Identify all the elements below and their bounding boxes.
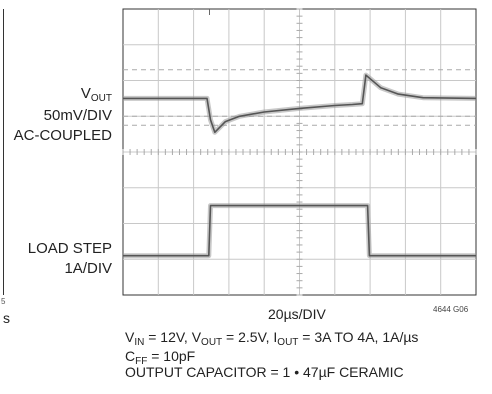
caption-part: = 10pF [147, 348, 196, 364]
grid [122, 8, 477, 296]
caption-part: = 12V, V [144, 329, 202, 345]
vout-coupling-label: AC-COUPLED [13, 127, 112, 144]
previous-caption-fragment: s [3, 310, 10, 326]
caption-part: C [125, 348, 136, 364]
time-scale-label: 20µs/DIV [268, 306, 326, 322]
reference-lines [123, 69, 476, 126]
caption-part: OUTPUT CAPACITOR = 1 • 47µF CERAMIC [125, 364, 404, 380]
caption-line-3: OUTPUT CAPACITOR = 1 • 47µF CERAMIC [125, 365, 404, 380]
caption-part: FF [135, 356, 148, 367]
caption-part: OUT [277, 337, 299, 348]
caption-line-1: VIN = 12V, VOUT = 2.5V, IOUT = 3A TO 4A,… [125, 329, 419, 348]
load-step-label: LOAD STEP [27, 240, 112, 257]
vout-trace [123, 74, 477, 134]
caption-part: IN [134, 337, 145, 348]
caption-line-2: CFF = 10pF [125, 348, 196, 367]
previous-chart-frame-edge [0, 9, 4, 295]
figure-id: 4644 G06 [433, 305, 469, 314]
load-scale-label: 1A/DIV [64, 260, 112, 277]
caption-part: OUT [201, 337, 223, 348]
caption-part: = 2.5V, I [222, 329, 278, 345]
vout-label: VOUT [80, 85, 112, 104]
vout-scale-label: 50mV/DIV [43, 107, 112, 124]
previous-chart-fragment: 5 [1, 297, 6, 306]
traces [123, 72, 477, 259]
load-step-trace [123, 204, 476, 257]
caption-part: V [125, 329, 135, 345]
caption-part: = 3A TO 4A, 1A/µs [298, 329, 419, 345]
